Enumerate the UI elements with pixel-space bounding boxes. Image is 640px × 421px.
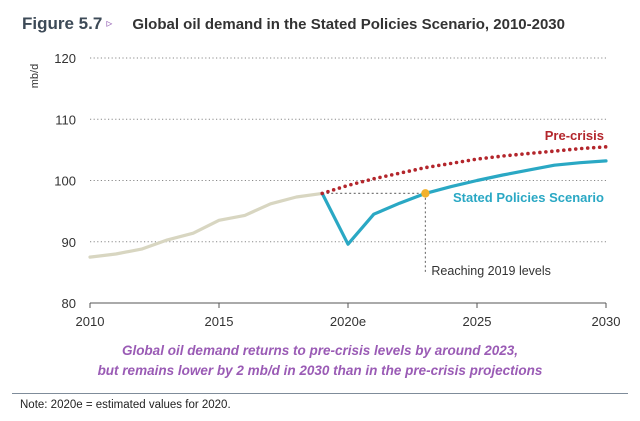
caption-line-1: Global oil demand returns to pre-crisis … xyxy=(121,343,519,358)
x-tick-label: 2010 xyxy=(76,314,105,329)
figure-header: Figure 5.7 ▹ Global oil demand in the Stat… xyxy=(22,14,622,38)
x-tick-label: 2015 xyxy=(205,314,234,329)
pre-crisis-label: Pre-crisis xyxy=(545,128,604,143)
y-tick-label: 80 xyxy=(62,296,76,311)
figure-title: Global oil demand in the Stated Policies… xyxy=(132,16,565,33)
note-divider xyxy=(12,393,628,394)
y-tick-label: 120 xyxy=(54,51,76,66)
y-axis-label: mb/d xyxy=(29,64,41,88)
reaching-2019-marker xyxy=(421,189,430,198)
x-tick-label: 2020e xyxy=(330,314,366,329)
y-tick-label: 110 xyxy=(55,112,76,127)
stated-policies-label: Stated Policies Scenario xyxy=(453,190,604,205)
reaching-2019-label: Reaching 2019 levels xyxy=(431,264,551,278)
x-tick-label: 2025 xyxy=(463,314,492,329)
figure-label: Figure 5.7 xyxy=(22,14,103,33)
x-tick-label: 2030 xyxy=(592,314,621,329)
historical-line xyxy=(88,191,324,259)
y-tick-label: 100 xyxy=(54,174,76,189)
figure-arrow-icon: ▹ xyxy=(106,16,113,30)
y-tick-label: 90 xyxy=(62,235,76,250)
caption-line-2: but remains lower by 2 mb/d in 2030 than… xyxy=(97,363,543,378)
pre-crisis-line xyxy=(320,145,608,196)
stated-policies-line xyxy=(320,159,608,246)
footnote: Note: 2020e = estimated values for 2020. xyxy=(20,399,231,411)
